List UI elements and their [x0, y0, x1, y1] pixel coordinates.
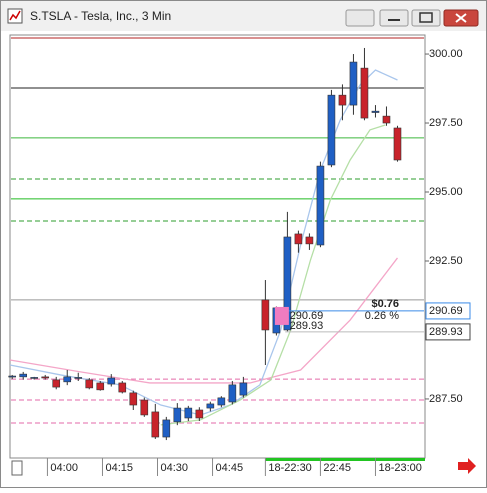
y-tick-label: 287.50 [429, 393, 463, 405]
ref-price-label: 289.93 [429, 326, 463, 338]
link-button[interactable] [345, 9, 375, 27]
maximize-icon [419, 12, 433, 23]
x-tick-label: 18-22:30 [268, 462, 311, 474]
candle-body [74, 377, 83, 379]
candle-body [206, 403, 215, 409]
plot-area [9, 34, 426, 459]
x-tick-label: 04:30 [161, 462, 189, 474]
x-tick-label: 18-23:00 [378, 462, 421, 474]
candle-body [228, 384, 237, 403]
y-tick-label: 295.00 [429, 186, 463, 198]
y-tick-label: 297.50 [429, 117, 463, 129]
candle-body [316, 165, 325, 246]
candle-body [239, 382, 248, 396]
candle-body [107, 377, 116, 385]
close-icon [455, 13, 467, 23]
last-price-box [425, 302, 471, 320]
candle-body [195, 409, 204, 419]
scroll-arrow[interactable] [458, 458, 476, 474]
candle-body [8, 375, 17, 378]
marker [274, 306, 289, 325]
candle-body [283, 236, 292, 331]
candle-body [327, 94, 336, 166]
candle-body [63, 376, 72, 383]
candle-body [393, 127, 402, 161]
change-percent: 0.26 % [365, 310, 399, 322]
candle-body [129, 392, 138, 406]
candle-body [349, 61, 358, 106]
candle-body [261, 299, 270, 331]
x-tick-label: 04:00 [50, 462, 78, 474]
candle-body [19, 373, 28, 378]
candle-body [294, 233, 303, 245]
ref-price-box [425, 323, 471, 341]
candle-body [360, 67, 369, 119]
candle-body [338, 94, 347, 106]
candle-body [41, 376, 50, 379]
candle-body [382, 115, 391, 124]
candle-body [96, 382, 105, 391]
last-price-note: 290.69 [290, 310, 324, 322]
scroll-box[interactable] [11, 460, 23, 476]
x-tick-label: 04:45 [216, 462, 244, 474]
maximize-button[interactable] [411, 9, 441, 27]
moving-average [9, 257, 398, 384]
candle-body [217, 397, 226, 406]
candle-body [30, 377, 39, 379]
y-tick-label: 292.50 [429, 255, 463, 267]
session-bar [265, 458, 425, 461]
candle-body [140, 399, 149, 416]
candle-body [151, 411, 160, 438]
y-tick-label: 300.00 [429, 48, 463, 60]
candle-body [85, 379, 94, 389]
candle-body [371, 110, 380, 113]
candle-body [118, 382, 127, 393]
candle-body [173, 407, 182, 423]
candle-body [162, 419, 171, 438]
ref-price-note: 289.93 [290, 320, 324, 332]
minimize-button[interactable] [379, 9, 409, 27]
x-tick-label: 22:45 [323, 462, 351, 474]
candle-body [184, 407, 193, 419]
x-tick-label: 04:15 [105, 462, 133, 474]
change-value: $0.76 [371, 298, 399, 310]
candle-body [52, 379, 61, 388]
moving-average [160, 124, 386, 426]
window-title: S.TSLA - Tesla, Inc., 3 Min [30, 9, 171, 23]
app-icon-graph [9, 10, 21, 21]
candle-body [305, 236, 314, 245]
last-price-label: 290.69 [429, 305, 463, 317]
